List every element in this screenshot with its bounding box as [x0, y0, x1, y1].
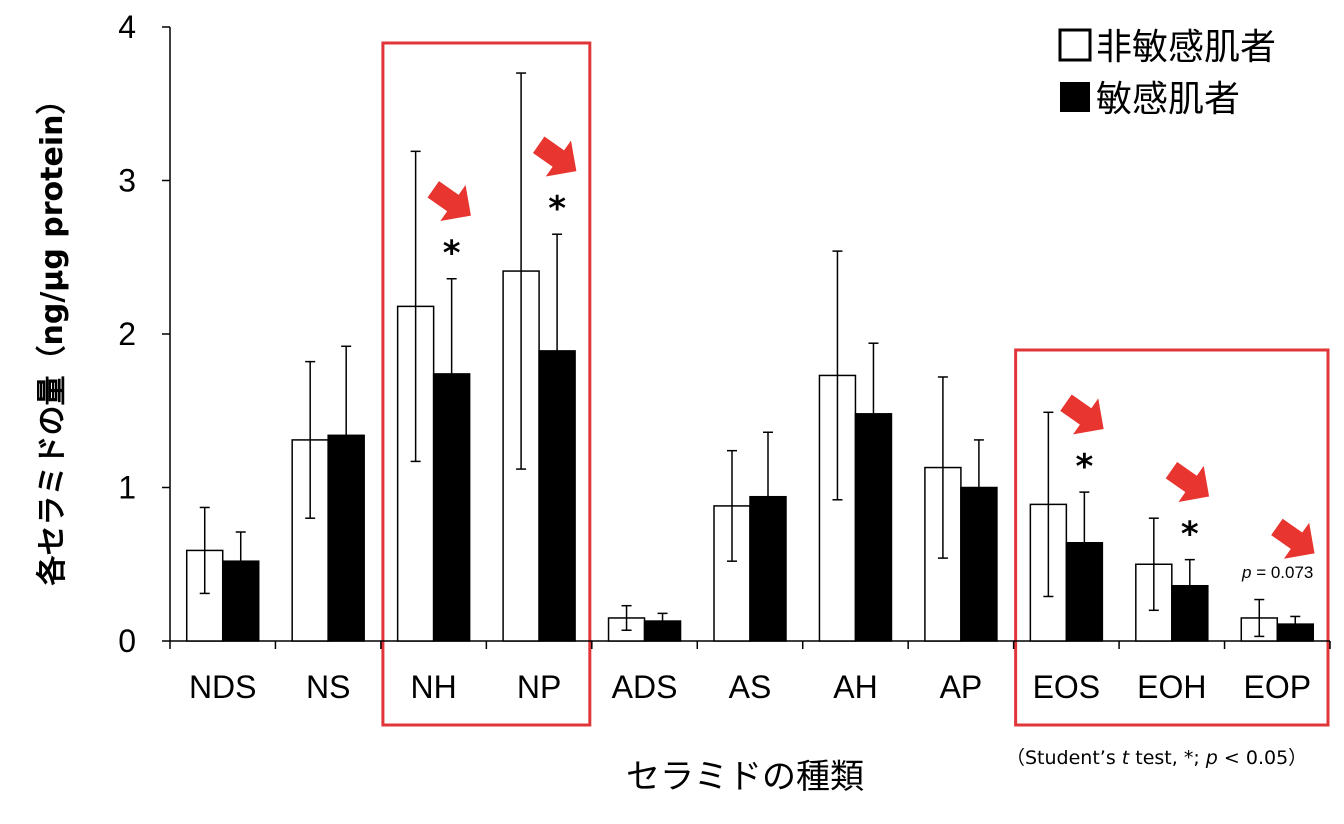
highlight-boxes [381, 41, 1330, 727]
down-arrow-icon [1060, 394, 1104, 435]
legend-label-sensitive: 敏感肌者 [1096, 79, 1240, 120]
highlight-box [381, 41, 592, 727]
down-arrow-icon [532, 136, 577, 177]
error-bars [199, 72, 1301, 638]
x-category-label: AP [940, 669, 983, 705]
trend-p-value: p = 0.073 [1241, 563, 1313, 582]
y-axis-ticks: 0 1 2 3 4 [118, 9, 170, 659]
x-category-label: NP [517, 669, 561, 705]
down-arrow-icon [1271, 518, 1315, 559]
y-tick-label: 0 [118, 623, 136, 659]
x-axis-label: セラミドの種類 [626, 757, 864, 797]
x-category-label: NS [306, 669, 350, 705]
test-note: （Student’s t test, *; p < 0.05） [1006, 747, 1307, 769]
significance-star: * [548, 189, 566, 229]
x-category-label: AS [729, 669, 772, 705]
legend-swatch-non-sensitive [1058, 28, 1092, 62]
red-arrows [427, 136, 1315, 559]
y-tick-label: 2 [118, 316, 136, 352]
legend-label-non-sensitive: 非敏感肌者 [1096, 27, 1276, 68]
legend-swatch-sensitive [1060, 82, 1090, 112]
significance-star: * [1075, 447, 1093, 487]
bars [185, 270, 1315, 642]
significance-marks: * * * * [443, 189, 1199, 554]
x-axis-categories: NDS NS NH NP ADS AS AH AP EOS EOH EOP [169, 641, 1331, 705]
significance-star: * [443, 234, 461, 274]
y-tick-label: 3 [118, 163, 136, 199]
bar [327, 434, 365, 642]
down-arrow-icon [1165, 461, 1210, 502]
y-tick-label: 1 [118, 470, 136, 506]
x-category-label: AH [833, 669, 877, 705]
x-category-label: EOH [1137, 669, 1206, 705]
y-tick-label: 4 [118, 9, 136, 45]
x-category-label: NDS [189, 669, 257, 705]
highlight-box [1014, 348, 1330, 727]
down-arrow-icon [427, 181, 471, 222]
x-category-label: NH [411, 669, 457, 705]
x-category-label: EOS [1033, 669, 1101, 705]
x-category-label: ADS [612, 669, 678, 705]
significance-star: * [1181, 515, 1199, 555]
x-category-label: EOP [1243, 669, 1311, 705]
bar [221, 560, 260, 642]
legend: 非敏感肌者 敏感肌者 [1058, 27, 1276, 120]
y-axis-label: 各セラミドの量（ng/μg protein） [35, 85, 70, 587]
